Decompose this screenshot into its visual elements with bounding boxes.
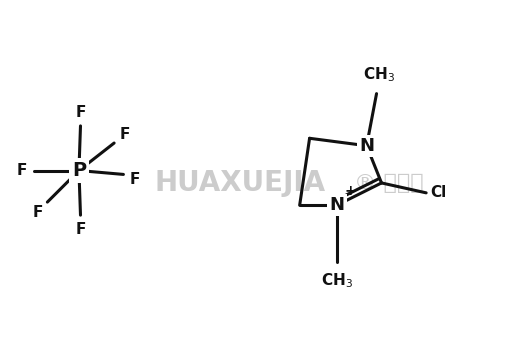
Text: Cl: Cl [430, 185, 447, 200]
Text: ® 化学加: ® 化学加 [354, 173, 424, 193]
Text: CH$_3$: CH$_3$ [363, 65, 395, 84]
Text: HUAXUEJIA: HUAXUEJIA [154, 169, 325, 197]
Text: F: F [32, 205, 43, 220]
Text: F: F [75, 222, 85, 237]
Text: +: + [345, 184, 356, 198]
Text: F: F [129, 172, 140, 187]
Text: F: F [120, 127, 130, 142]
Text: N: N [359, 137, 374, 155]
Text: CH$_3$: CH$_3$ [321, 271, 353, 290]
Text: P: P [72, 161, 86, 180]
Text: N: N [330, 196, 345, 214]
Text: F: F [75, 104, 85, 119]
Text: F: F [16, 163, 27, 178]
